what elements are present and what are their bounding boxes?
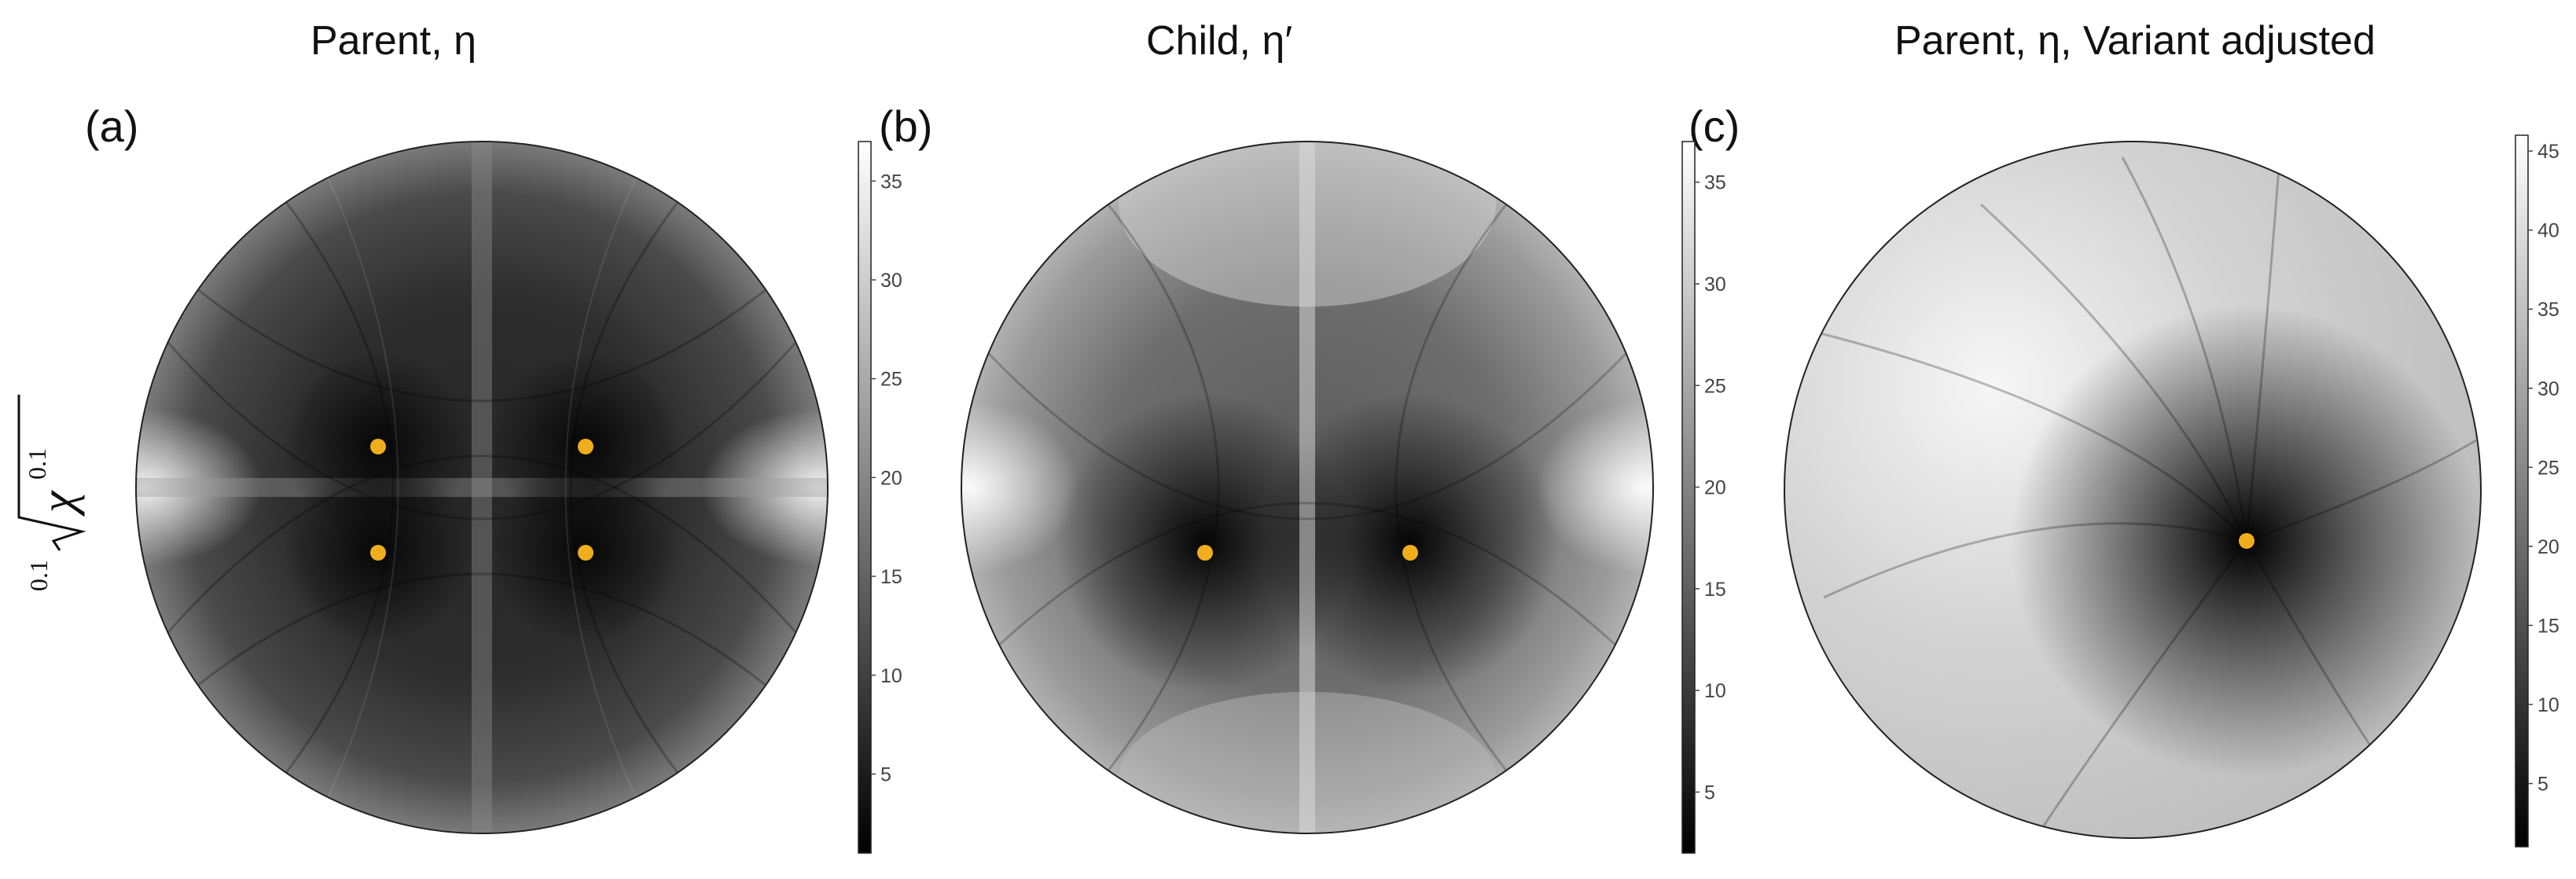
- panel-b-markers: [1197, 545, 1418, 561]
- panel-a-title: Parent, η: [311, 18, 477, 64]
- colorbar-tick-label: 20: [2537, 536, 2559, 558]
- orientation-marker: [2239, 533, 2254, 549]
- y-axis-symbol: χ: [31, 490, 85, 517]
- colorbar-tick-label: 30: [1704, 274, 1726, 296]
- colorbar-tick-label: 25: [1704, 375, 1726, 397]
- y-axis-exponent: 0.1: [23, 448, 51, 480]
- colorbar-tick-label: 30: [2537, 378, 2559, 400]
- orientation-marker: [370, 439, 386, 454]
- colorbar-tick-label: 15: [2537, 615, 2559, 637]
- orientation-marker: [578, 545, 593, 561]
- panel-c-label: (c): [1689, 101, 1740, 151]
- orientation-marker: [370, 545, 386, 561]
- panel-c-title: Parent, η, Variant adjusted: [1894, 18, 2376, 64]
- panel-b-colorbar: 5 10 15 20 25 30 35: [1681, 141, 1726, 854]
- colorbar-tick-label: 20: [880, 467, 902, 489]
- orientation-marker: [578, 439, 593, 454]
- panel-a-colorbar: 5 10 15 20 25 30 35: [858, 141, 902, 854]
- panel-c-colorbar: 5 10 15 20 25 30 35 40 45: [2515, 134, 2559, 848]
- panel-a-label: (a): [85, 101, 139, 151]
- colorbar-tick-label: 35: [2537, 299, 2559, 321]
- colorbar-tick-label: 20: [1704, 477, 1726, 499]
- colorbar-tick-label: 10: [2537, 694, 2559, 716]
- y-axis-label: 0.1 χ 0.1: [17, 395, 86, 591]
- panel-b-title: Child, η′: [1146, 18, 1293, 64]
- colorbar-tick-label: 5: [880, 763, 891, 785]
- colorbar-tick-label: 10: [1704, 680, 1726, 702]
- colorbar-tick-label: 15: [1704, 579, 1726, 601]
- y-axis-root-index: 0.1: [24, 560, 53, 591]
- colorbar-tick-label: 45: [2537, 141, 2559, 163]
- panel-a-pole-figure: [135, 141, 829, 834]
- panel-a-markers: [370, 439, 593, 561]
- colorbar-tick-label: 30: [880, 270, 902, 292]
- colorbar-tick-label: 5: [1704, 782, 1715, 804]
- colorbar-tick-label: 40: [2537, 220, 2559, 242]
- orientation-marker: [1197, 545, 1213, 561]
- panel-b-label: (b): [879, 101, 933, 151]
- colorbar-tick-label: 25: [2537, 457, 2559, 479]
- orientation-marker: [1402, 545, 1418, 561]
- colorbar-tick-label: 5: [2537, 774, 2548, 796]
- panel-b-pole-figure: [961, 141, 1654, 834]
- panel-c-markers: [2239, 533, 2254, 549]
- colorbar-tick-label: 15: [880, 566, 902, 588]
- panel-c-pole-figure: [1784, 141, 2482, 839]
- colorbar-tick-label: 35: [880, 171, 902, 193]
- colorbar-tick-label: 10: [880, 665, 902, 687]
- colorbar-tick-label: 35: [1704, 172, 1726, 194]
- colorbar-tick-label: 25: [880, 369, 902, 391]
